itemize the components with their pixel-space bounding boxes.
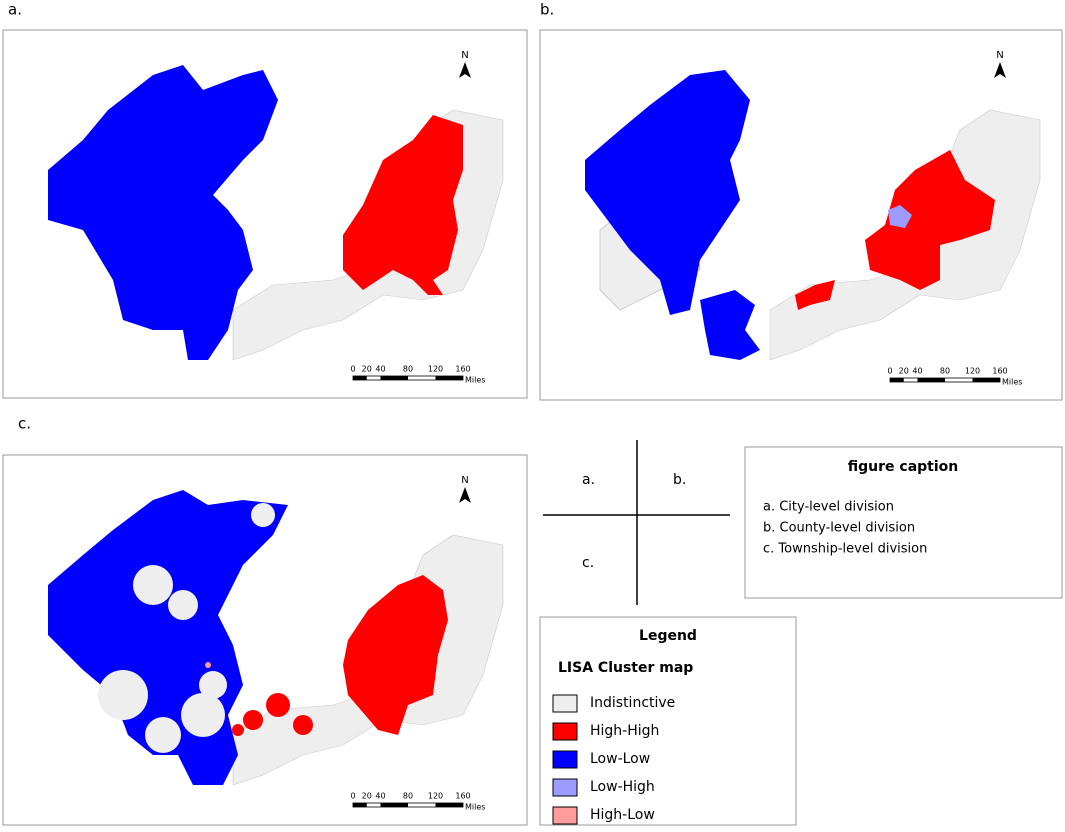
region-high-low [205,662,211,668]
region-high-high [293,715,313,735]
legend-label: Low-Low [590,751,650,767]
scale-label: 120 [428,365,443,374]
legend-swatch [552,778,578,797]
panel-label: a. [8,1,22,19]
caption-item: b. County-level division [763,521,915,536]
scale-bar-segment [380,803,408,807]
legend-title: Legend [639,628,697,644]
scale-bar-segment [917,378,945,382]
region-low-low [48,490,288,785]
scale-label: 80 [403,792,413,801]
scale-label: 0 [887,367,892,376]
scale-label: 160 [455,792,470,801]
region-high-high [343,115,463,295]
panel-label: b. [540,1,554,19]
region-indistinctive [98,670,148,720]
scale-label: 120 [965,367,980,376]
panel-label: c. [18,415,31,433]
region-low-low [700,290,760,360]
scale-bar-segment [435,376,463,380]
region-indistinctive [133,565,173,605]
legend-swatch [552,806,578,825]
scale-unit: Miles [465,803,485,812]
legend-label: High-Low [590,807,655,823]
region-high-high [266,693,290,717]
region-indistinctive [199,671,227,699]
north-label: N [461,475,468,486]
scale-bar-segment [353,376,367,380]
key-label: b. [673,472,686,488]
legend-box [539,616,797,826]
scale-label: 160 [455,365,470,374]
region-high-high [232,724,244,736]
map-panel: N 0 20 40 80 120 160 Miles [2,454,528,826]
region-indistinctive [181,693,225,737]
caption-title: figure caption [848,459,958,475]
caption-item: a. City-level division [763,500,894,515]
scale-bar-segment [435,803,463,807]
north-label: N [996,50,1003,61]
scale-label: 0 [350,792,355,801]
region-high-high [243,710,263,730]
legend-subtitle: LISA Cluster map [558,660,693,676]
legend-swatch [552,694,578,713]
key-label: c. [582,555,594,571]
scale-bar-segment [890,378,904,382]
map-panel: N 0 20 40 80 120 160 Miles [539,29,1063,401]
region-low-high [888,205,912,228]
scale-label: 20 [362,365,372,374]
scale-label: 160 [992,367,1007,376]
scale-bar-segment [972,378,1000,382]
caption-box [744,446,1063,599]
north-label: N [461,50,468,61]
scale-unit: Miles [1002,378,1022,387]
legend-swatch [552,750,578,769]
map-panel: N 0 20 40 80 120 160 Miles [2,29,528,399]
region-low-low [585,70,750,315]
legend-label: High-High [590,723,659,739]
scale-label: 40 [375,792,385,801]
legend-label: Indistinctive [590,695,675,711]
scale-label: 80 [403,365,413,374]
region-low-low [48,65,278,360]
region-indistinctive [145,717,181,753]
region-high-high [795,280,835,310]
scale-label: 120 [428,792,443,801]
scale-unit: Miles [465,376,485,385]
scale-label: 80 [940,367,950,376]
scale-label: 20 [362,792,372,801]
scale-label: 0 [350,365,355,374]
scale-label: 40 [912,367,922,376]
legend-swatch [552,722,578,741]
scale-label: 40 [375,365,385,374]
region-indistinctive [251,503,275,527]
key-label: a. [582,472,595,488]
scale-label: 20 [899,367,909,376]
caption-item: c. Township-level division [763,542,927,557]
scale-bar-segment [380,376,408,380]
region-indistinctive [168,590,198,620]
region-high-high [865,150,995,290]
legend-label: Low-High [590,779,655,795]
scale-bar-segment [353,803,367,807]
region-high-high [343,575,448,735]
